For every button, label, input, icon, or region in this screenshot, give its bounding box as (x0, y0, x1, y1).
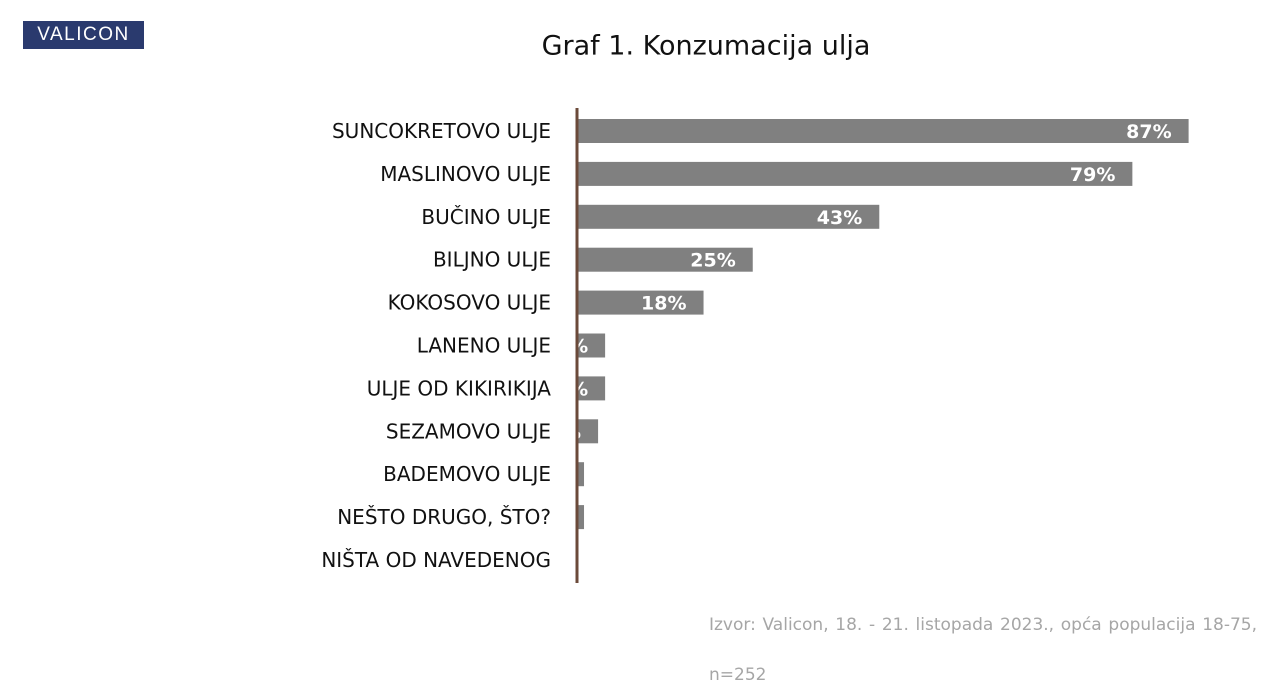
category-label: BILJNO ULJE (433, 248, 551, 272)
bar (577, 419, 599, 444)
value-label: 25% (690, 250, 735, 272)
chart-title: Graf 1. Konzumacija ulja (542, 31, 871, 62)
value-label: 79% (1070, 164, 1115, 186)
source-note: Izvor: Valicon, 18. - 21. listopada 2023… (709, 615, 1257, 685)
category-label: SEZAMOVO ULJE (386, 419, 551, 443)
value-label: 4% (556, 336, 588, 358)
bar (577, 247, 753, 272)
category-label: SUNCOKRETOVO ULJE (332, 119, 551, 143)
category-label: NIŠTA OD NAVEDENOG (321, 548, 551, 572)
bar (577, 376, 606, 401)
category-label: BUČINO ULJE (421, 205, 551, 229)
value-labels: 87%79%43%25%18%4%4%3%1%1%0% (549, 121, 1172, 443)
page: VALICON Graf 1. Konzumacija ulja SUNCOKR… (23, 21, 1257, 685)
bar (577, 505, 585, 530)
value-label: 18% (641, 293, 686, 315)
value-label: 43% (817, 207, 862, 229)
bar (577, 462, 585, 487)
bar (577, 333, 606, 358)
category-label: BADEMOVO ULJE (383, 462, 551, 486)
category-label: KOKOSOVO ULJE (388, 291, 551, 315)
logo: VALICON (23, 21, 144, 49)
chart: Graf 1. Konzumacija ulja SUNCOKRETOVO UL… (321, 31, 1189, 583)
category-label: ULJE OD KIKIRIKIJA (367, 376, 552, 400)
bar (577, 290, 704, 315)
value-label: 87% (1126, 121, 1171, 143)
category-label: MASLINOVO ULJE (380, 162, 551, 186)
value-label: 3% (549, 421, 581, 443)
category-label: NEŠTO DRUGO, ŠTO? (337, 505, 551, 529)
bar (577, 119, 1189, 143)
value-label: 4% (556, 378, 588, 400)
category-label: LANENO ULJE (417, 334, 551, 358)
bar (577, 204, 880, 229)
bar (577, 161, 1133, 186)
